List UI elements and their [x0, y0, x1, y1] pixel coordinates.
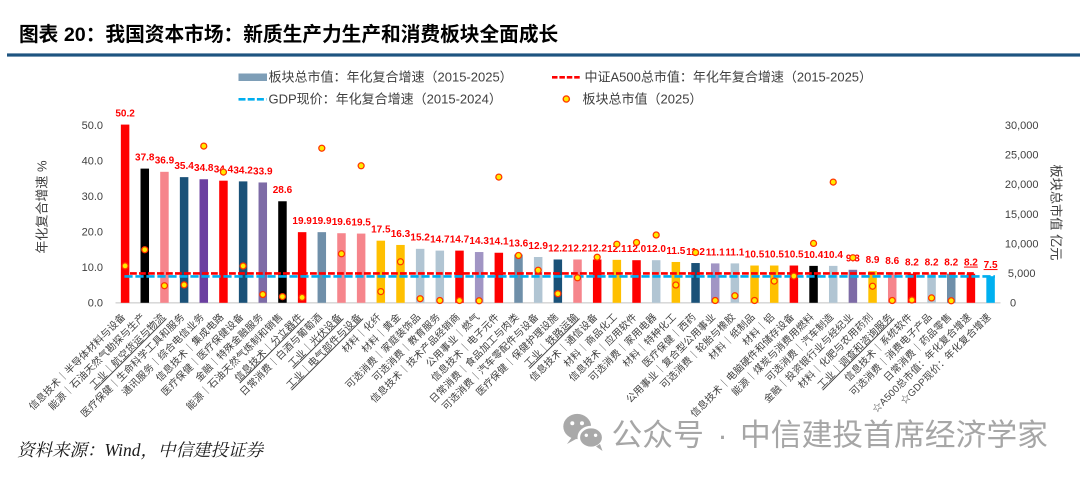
svg-text:公众号: 公众号	[612, 418, 704, 453]
svg-text:19.6: 19.6	[332, 217, 352, 228]
svg-text:年化复合增速 %: 年化复合增速 %	[35, 160, 50, 254]
svg-text:12.1: 12.1	[607, 244, 627, 255]
svg-text:15,000: 15,000	[1005, 209, 1039, 221]
svg-text:50.2: 50.2	[115, 108, 135, 119]
svg-text:14.3: 14.3	[469, 236, 489, 247]
svg-text:30,000: 30,000	[1005, 120, 1039, 132]
svg-text:12.0: 12.0	[646, 244, 666, 255]
svg-text:20.0: 20.0	[82, 227, 103, 239]
svg-text:5,000: 5,000	[1008, 268, 1036, 280]
svg-text:14.7: 14.7	[430, 235, 450, 246]
svg-text:图表 20：我国资本市场：新质生产力生产和消费板块全面成长: 图表 20：我国资本市场：新质生产力生产和消费板块全面成长	[19, 23, 559, 46]
svg-text:8.2: 8.2	[905, 258, 919, 269]
svg-text:7.5: 7.5	[984, 260, 998, 271]
svg-text:中信建投首席经济学家: 中信建投首席经济学家	[740, 418, 1048, 453]
svg-text:板块总市值（2025）: 板块总市值（2025）	[583, 92, 703, 107]
svg-text:10.5: 10.5	[764, 249, 784, 260]
svg-text:10.5: 10.5	[784, 249, 804, 260]
svg-text:15.2: 15.2	[410, 233, 430, 244]
svg-text:0: 0	[1010, 298, 1016, 310]
svg-text:8.2: 8.2	[944, 258, 958, 269]
svg-text:GDP现价：年化复合增速（2015-2024）: GDP现价：年化复合增速（2015-2024）	[269, 92, 502, 107]
svg-text:中证A500总市值：年化年复合增速（2015-2025）: 中证A500总市值：年化年复合增速（2015-2025）	[585, 70, 873, 85]
svg-text:50.0: 50.0	[82, 120, 103, 132]
svg-text:25,000: 25,000	[1005, 150, 1039, 162]
svg-text:12.9: 12.9	[528, 241, 548, 252]
svg-text:19.9: 19.9	[312, 216, 332, 227]
svg-text:40.0: 40.0	[82, 156, 103, 168]
svg-text:28.6: 28.6	[273, 185, 293, 196]
svg-text:10,000: 10,000	[1005, 238, 1039, 250]
svg-text:12.0: 12.0	[627, 244, 647, 255]
svg-text:12.2: 12.2	[568, 243, 588, 254]
svg-text:板块总市值：年化复合增速（2015-2025）: 板块总市值：年化复合增速（2015-2025）	[269, 70, 513, 85]
svg-text:30.0: 30.0	[82, 191, 103, 203]
svg-text:20,000: 20,000	[1005, 179, 1039, 191]
svg-text:35.4: 35.4	[174, 161, 194, 172]
svg-text:10.4: 10.4	[823, 250, 843, 261]
svg-text:板块总市值 亿元: 板块总市值 亿元	[1049, 165, 1065, 261]
svg-text:16.3: 16.3	[391, 229, 411, 240]
svg-text:12.2: 12.2	[548, 243, 568, 254]
svg-text:37.8: 37.8	[135, 153, 155, 164]
svg-text:12.2: 12.2	[587, 243, 607, 254]
svg-text:34.2: 34.2	[233, 165, 253, 176]
svg-text:8.9: 8.9	[866, 255, 880, 266]
svg-text:19.5: 19.5	[351, 217, 371, 228]
svg-text:10.5: 10.5	[745, 249, 765, 260]
svg-text:11.1: 11.1	[725, 247, 744, 258]
svg-text:14.1: 14.1	[489, 237, 509, 248]
svg-text:11.1: 11.1	[706, 247, 725, 258]
svg-text:8.2: 8.2	[964, 258, 978, 269]
svg-text:资料来源：Wind，中信建投证券: 资料来源：Wind，中信建投证券	[17, 440, 264, 460]
svg-text:34.8: 34.8	[194, 163, 214, 174]
svg-text:13.6: 13.6	[509, 238, 529, 249]
svg-text:36.9: 36.9	[155, 156, 175, 167]
svg-text:10.4: 10.4	[804, 250, 824, 261]
svg-text:11.5: 11.5	[666, 246, 685, 257]
svg-text:0.0: 0.0	[88, 298, 103, 310]
svg-text:19.9: 19.9	[292, 216, 312, 227]
svg-text:33.9: 33.9	[253, 166, 273, 177]
svg-text:14.7: 14.7	[450, 235, 470, 246]
svg-text:·: ·	[717, 418, 727, 453]
svg-text:8.6: 8.6	[885, 256, 899, 267]
svg-text:8.2: 8.2	[925, 258, 939, 269]
svg-text:10.0: 10.0	[82, 262, 103, 274]
svg-text:17.5: 17.5	[371, 225, 391, 236]
